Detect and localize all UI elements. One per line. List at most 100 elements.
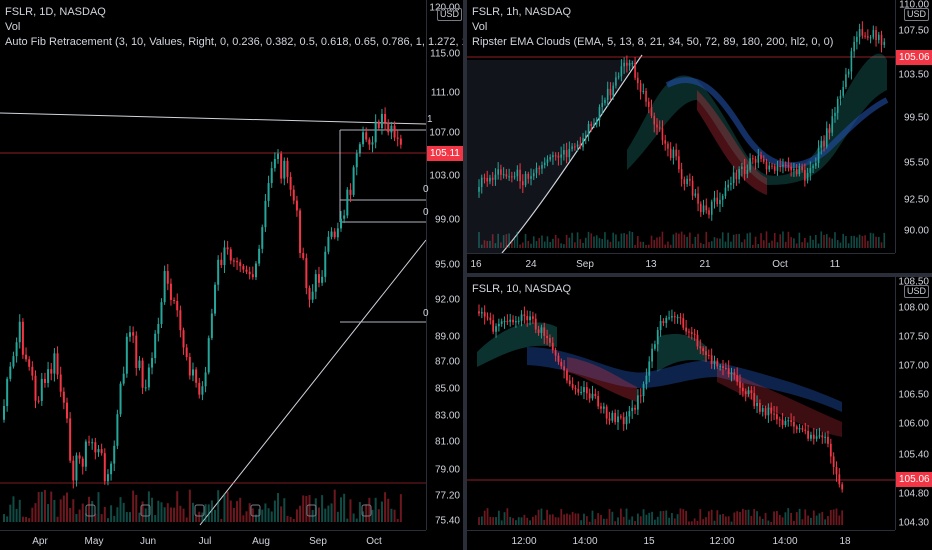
daily-volume-bar bbox=[393, 509, 396, 522]
fib-level-label: 0 bbox=[423, 308, 429, 319]
ten-min-candle bbox=[532, 316, 534, 319]
ten-min-volume-bar bbox=[761, 518, 764, 525]
hourly-volume-bar bbox=[836, 240, 839, 248]
daily-time-axis[interactable]: Apr May Jun Jul Aug Sep Oct bbox=[0, 530, 426, 550]
hourly-volume-bar bbox=[502, 235, 505, 248]
ten-min-candle bbox=[492, 320, 495, 332]
hourly-time-axis[interactable]: 16 24 Sep 13 21 Oct 11 bbox=[467, 253, 895, 273]
hourly-indicator-label[interactable]: Ripster EMA Clouds (EMA, 5, 13, 8, 21, 3… bbox=[472, 36, 834, 48]
ten-min-candle bbox=[741, 387, 744, 392]
ten-min-time-axis[interactable]: 12:00 14:00 15 12:00 14:00 18 bbox=[467, 530, 895, 550]
ten-min-candle bbox=[585, 387, 588, 394]
daily-volume-bar bbox=[72, 499, 75, 522]
hourly-volume-bar bbox=[815, 235, 817, 248]
daily-indicator-label[interactable]: Auto Fib Retracement (3, 10, Values, Rig… bbox=[5, 36, 463, 48]
hourly-candle bbox=[680, 169, 683, 180]
daily-symbol[interactable]: FSLR, 1D, NASDAQ bbox=[5, 6, 106, 18]
ten-min-volume-bar bbox=[776, 511, 778, 525]
daily-candle bbox=[355, 153, 358, 168]
hourly-candle bbox=[864, 35, 866, 37]
ten-min-candle bbox=[574, 387, 577, 389]
hourly-vol-label[interactable]: Vol bbox=[472, 21, 488, 33]
ten-min-volume-bar bbox=[741, 508, 744, 525]
daily-vol-label[interactable]: Vol bbox=[5, 21, 21, 33]
pane-divider-vertical[interactable] bbox=[463, 0, 467, 550]
daily-volume-bar bbox=[182, 508, 185, 522]
daily-candle bbox=[47, 369, 50, 383]
hourly-chart-canvas[interactable] bbox=[467, 0, 932, 273]
hourly-candle bbox=[500, 169, 502, 175]
ten-min-candle bbox=[750, 390, 753, 394]
ten-min-volume-bar bbox=[489, 516, 492, 525]
ten-min-volume-bar bbox=[682, 509, 685, 525]
time-tick-label: 12:00 bbox=[709, 536, 735, 547]
hourly-candle bbox=[762, 159, 765, 162]
ten-min-candle bbox=[602, 406, 605, 409]
chart-pane-daily[interactable]: FSLR, 1D, NASDAQ Vol Auto Fib Retracemen… bbox=[0, 0, 463, 550]
daily-legend: FSLR, 1D, NASDAQ Vol Auto Fib Retracemen… bbox=[5, 5, 463, 50]
ten-min-price-axis[interactable]: 108.50 108.00 107.50 107.00 106.50 106.00 105.… bbox=[895, 277, 932, 530]
hourly-price-axis[interactable]: 110.00 107.50 103.50 99.50 95.50 92.50 90.00 bbox=[895, 0, 932, 253]
hourly-candle bbox=[721, 195, 724, 200]
hourly-volume-bar bbox=[694, 236, 697, 248]
hourly-volume-bar bbox=[872, 233, 875, 248]
hourly-symbol[interactable]: FSLR, 1h, NASDAQ bbox=[472, 6, 572, 18]
ten-min-volume-bar bbox=[529, 520, 531, 525]
hourly-volume-bar bbox=[480, 244, 483, 248]
ten-min-volume-bar bbox=[577, 513, 580, 525]
ten-min-volume-bar bbox=[784, 512, 787, 525]
ten-min-candle bbox=[807, 430, 810, 439]
ten-min-volume-bar bbox=[659, 511, 662, 525]
daily-volume-bar bbox=[53, 499, 56, 522]
hourly-candle bbox=[790, 166, 792, 171]
hourly-volume-bar bbox=[845, 236, 847, 248]
hourly-candle bbox=[710, 201, 713, 215]
ten-min-volume-bar bbox=[679, 508, 682, 525]
daily-price-axis[interactable]: 120.00 115.00 111.00 107.00 103.00 99.00 95.00… bbox=[426, 0, 463, 530]
ten-min-chart-canvas[interactable] bbox=[467, 277, 932, 550]
daily-volume-bar bbox=[37, 492, 40, 522]
hourly-candle bbox=[606, 88, 609, 100]
ten-min-candle bbox=[730, 372, 733, 375]
price-tick-label: 107.50 bbox=[898, 25, 929, 37]
hourly-volume-bar bbox=[568, 237, 571, 248]
ten-min-volume-bar bbox=[685, 510, 688, 525]
time-tick-label: 13 bbox=[645, 259, 657, 270]
daily-chart-canvas[interactable] bbox=[0, 0, 463, 550]
daily-volume-bar bbox=[173, 507, 176, 522]
ten-min-volume-bar bbox=[478, 517, 480, 525]
hourly-candle bbox=[590, 123, 593, 126]
ten-min-currency-badge[interactable]: USD bbox=[904, 285, 930, 298]
hourly-candle bbox=[598, 107, 601, 121]
ten-min-volume-bar bbox=[580, 520, 583, 525]
hourly-candle bbox=[563, 150, 565, 155]
ten-min-candle bbox=[651, 348, 653, 362]
hourly-candle bbox=[675, 149, 677, 157]
hourly-candle bbox=[795, 169, 798, 175]
ten-min-symbol[interactable]: FSLR, 10, NASDAQ bbox=[472, 283, 572, 295]
daily-volume-bar bbox=[21, 516, 24, 522]
daily-candle bbox=[195, 369, 198, 383]
hourly-volume-bar bbox=[532, 236, 535, 248]
hourly-candle bbox=[664, 140, 667, 144]
chart-pane-hourly[interactable]: FSLR, 1h, NASDAQ Vol Ripster EMA Clouds … bbox=[467, 0, 932, 273]
price-tick-label: 107.50 bbox=[898, 331, 929, 343]
time-tick-label: Sep bbox=[309, 536, 327, 547]
time-tick-label: Sep bbox=[576, 259, 594, 270]
pane-divider-horizontal[interactable] bbox=[467, 273, 932, 277]
hourly-volume-bar bbox=[721, 232, 724, 248]
hourly-candle bbox=[609, 88, 612, 96]
ten-min-candle bbox=[503, 320, 506, 322]
daily-volume-bar bbox=[169, 507, 172, 522]
daily-currency-badge[interactable]: USD bbox=[437, 8, 463, 21]
daily-volume-bar bbox=[132, 490, 135, 522]
hourly-currency-badge[interactable]: USD bbox=[904, 8, 930, 21]
price-tick-label: 104.30 bbox=[898, 517, 929, 529]
chart-pane-10min[interactable]: FSLR, 10, NASDAQ 108.50 108.00 107.50 107.0… bbox=[467, 277, 932, 550]
daily-volume-bar bbox=[302, 495, 305, 522]
hourly-candle bbox=[658, 127, 661, 129]
hourly-candle bbox=[565, 150, 568, 158]
ten-min-candle bbox=[784, 420, 787, 425]
ten-min-candle bbox=[668, 317, 670, 319]
ten-min-candle bbox=[690, 332, 693, 334]
